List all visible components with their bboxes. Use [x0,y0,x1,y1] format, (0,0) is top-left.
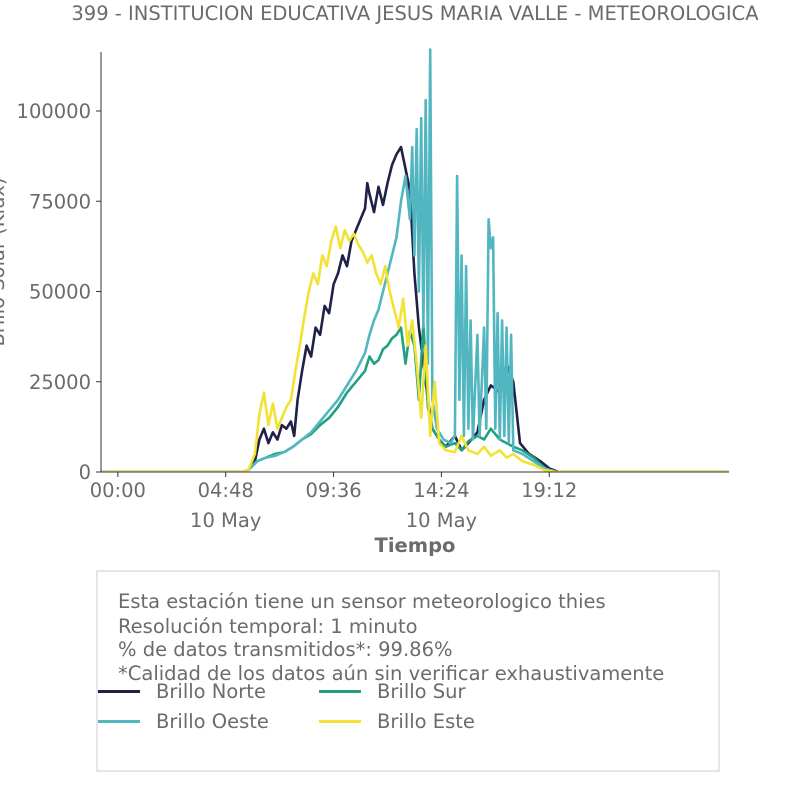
legend-swatch-sur [319,690,361,693]
x-tick-label: 00:00 [90,479,146,502]
series-line-brillo-norte [101,145,729,472]
y-tick-label: 50000 [29,281,91,304]
station-info-box: Esta estación tiene un sensor meteorolog… [96,570,720,772]
x-axis-label: Tiempo [375,534,456,557]
y-axis-label: Brillo Solar (Klux) [0,178,9,347]
legend-swatch-este [319,720,361,723]
x-tick-label: 19:12 [521,479,577,502]
y-tick-label: 25000 [29,371,91,394]
y-axis-ticks: 0 25000 50000 75000 100000 [17,100,101,484]
legend-label-este: Brillo Este [377,710,475,733]
x-axis-ticks: 00:00 04:48 10 May 09:36 14:24 10 May 19:12 [90,471,729,532]
legend-swatch-norte [98,690,140,693]
legend-label-sur: Brillo Sur [377,680,466,703]
info-sensor-line: Esta estación tiene un sensor meteorolog… [118,590,606,613]
series-layer [101,48,729,472]
x-tick-label: 04:48 [198,479,254,502]
legend-swatch-oeste [98,720,140,723]
x-tick-date-label: 10 May [190,509,261,532]
info-quality-note: *Calidad de los datos aún sin verificar … [118,662,665,685]
info-resolution-line: Resolución temporal: 1 minuto [118,615,418,638]
y-tick-label: 100000 [17,100,91,123]
x-tick-label: 09:36 [305,479,361,502]
x-tick-date-label: 10 May [406,509,477,532]
chart-title: 399 - INSTITUCION EDUCATIVA JESUS MARIA … [71,2,759,25]
legend-label-norte: Brillo Norte [156,680,266,703]
x-tick-label: 14:24 [413,479,469,502]
info-transmitted-line: % de datos transmitidos*: 99.86% [118,638,453,661]
solar-brightness-chart: 399 - INSTITUCION EDUCATIVA JESUS MARIA … [0,2,759,557]
y-tick-label: 0 [79,461,91,484]
series-line-brillo-este [101,225,729,472]
y-tick-label: 75000 [29,190,91,213]
legend-label-oeste: Brillo Oeste [156,710,269,733]
series-line-brillo-oeste [101,48,729,472]
